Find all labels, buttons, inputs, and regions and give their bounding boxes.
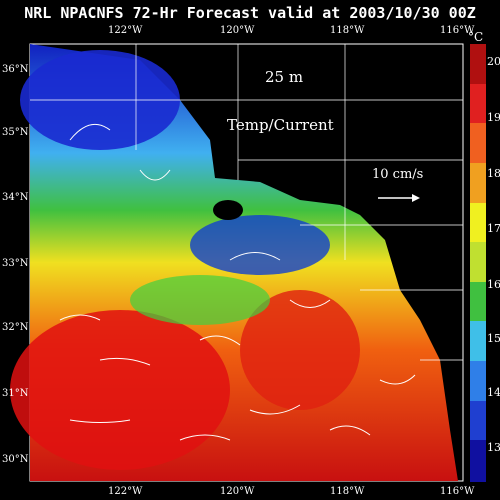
colorbar-tick-18: 18 — [487, 167, 500, 180]
colorbar-segment — [470, 162, 486, 205]
lon-tick-top-0: 122°W — [108, 25, 143, 36]
colorbar-tick-16: 16 — [487, 278, 500, 291]
lon-tick-bottom-1: 120°W — [220, 486, 255, 497]
lat-tick-3: 33°N — [2, 258, 29, 269]
colorbar-tick-15: 15 — [487, 332, 500, 345]
page-title: NRL NPACNFS 72-Hr Forecast valid at 2003… — [24, 4, 476, 22]
colorbar-tick-13: 13 — [487, 441, 500, 454]
colorbar-segment — [470, 321, 486, 364]
lat-tick-0: 36°N — [2, 64, 29, 75]
colorbar-segment — [470, 361, 486, 403]
scale-arrow — [378, 194, 420, 202]
field-label: Temp/Current — [227, 116, 334, 134]
depth-label: 25 m — [265, 68, 303, 86]
temperature-colorbar — [470, 44, 486, 483]
lon-tick-bottom-0: 122°W — [108, 486, 143, 497]
lon-tick-bottom-2: 118°W — [330, 486, 365, 497]
colorbar-segment — [470, 123, 486, 166]
warm-core-east — [240, 290, 360, 410]
lat-tick-6: 30°N — [2, 454, 29, 465]
colorbar-unit: °C — [468, 30, 484, 44]
lat-tick-5: 31°N — [2, 388, 29, 399]
land-hole — [213, 200, 243, 220]
colorbar-tick-19: 19 — [487, 111, 500, 124]
lon-tick-top-2: 118°W — [330, 25, 365, 36]
colorbar-segment — [470, 400, 486, 443]
lat-tick-2: 34°N — [2, 192, 29, 203]
lon-tick-top-1: 120°W — [220, 25, 255, 36]
colorbar-segment — [470, 44, 486, 86]
colorbar-segment — [470, 202, 486, 245]
lat-tick-1: 35°N — [2, 127, 29, 138]
colorbar-segment — [470, 242, 486, 284]
colorbar-segment — [470, 440, 486, 483]
colorbar-tick-17: 17 — [487, 222, 500, 235]
lat-tick-4: 32°N — [2, 322, 29, 333]
green-band — [130, 275, 270, 325]
colorbar-tick-14: 14 — [487, 386, 500, 399]
current-arrows — [59, 123, 416, 441]
lon-tick-bottom-3: 116°W — [440, 486, 475, 497]
colorbar-tick-20: 20 — [487, 55, 500, 68]
graticule — [30, 44, 463, 361]
cold-eddy-center — [190, 215, 330, 275]
lon-tick-top-3: 116°W — [440, 25, 475, 36]
colorbar-segment — [470, 83, 486, 126]
warm-core — [10, 310, 230, 470]
scale-label: 10 cm/s — [372, 167, 423, 182]
colorbar-segment — [470, 281, 486, 324]
